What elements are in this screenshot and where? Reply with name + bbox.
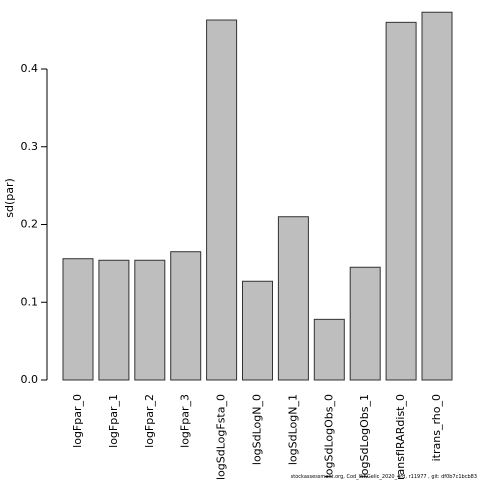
bar xyxy=(206,19,238,381)
bar xyxy=(313,318,345,381)
x-tick-label: logFpar_2 xyxy=(143,394,156,448)
bar xyxy=(277,216,309,381)
y-tick-label: 0.2 xyxy=(21,218,39,231)
x-tick-label: logSdLogObs_1 xyxy=(358,394,371,478)
x-tick-label: logSdLogFsta_0 xyxy=(215,394,228,480)
bar xyxy=(98,259,130,381)
x-tick-label: logFpar_1 xyxy=(107,394,120,448)
y-axis-label: sd(par) xyxy=(3,178,16,218)
y-tick-label: 0.3 xyxy=(21,140,39,153)
bar xyxy=(242,280,273,381)
y-tick-label: 0.1 xyxy=(21,295,39,308)
x-tick-label: logSdLogN_1 xyxy=(286,394,299,465)
x-tick-label: logSdLogObs_0 xyxy=(322,394,335,478)
x-tick-label: transfIRARdist_0 xyxy=(394,394,407,480)
x-tick-label: logFpar_0 xyxy=(71,394,84,448)
y-tick-label: 0.0 xyxy=(21,373,39,386)
bar xyxy=(421,11,453,381)
bar xyxy=(349,266,381,381)
bar xyxy=(170,251,202,381)
x-tick-label: logFpar_3 xyxy=(179,394,192,448)
bar xyxy=(385,21,417,381)
x-tick-label: logSdLogN_0 xyxy=(251,394,264,465)
y-tick-label: 0.4 xyxy=(21,62,39,75)
bar xyxy=(62,258,94,381)
footer: stockassessment.org, Cod_WKGelic_2020_4r… xyxy=(291,474,477,480)
bar xyxy=(134,259,166,381)
x-tick-label: itrans_rho_0 xyxy=(430,394,443,461)
